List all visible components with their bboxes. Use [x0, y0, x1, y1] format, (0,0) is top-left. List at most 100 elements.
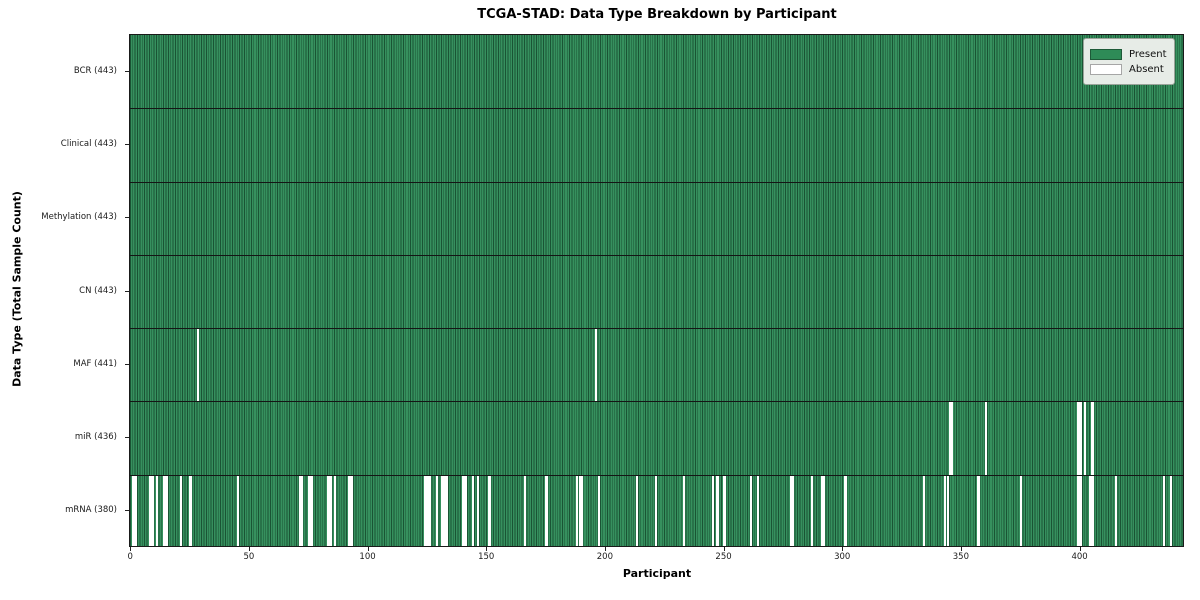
x-tick-label-400: 400 — [1071, 552, 1088, 562]
heatmap-row-CN — [130, 255, 1183, 328]
absent-stripe — [488, 474, 491, 546]
absent-stripe — [948, 401, 952, 475]
x-tick-label-300: 300 — [834, 552, 851, 562]
absent-stripe — [1077, 474, 1080, 546]
absent-stripe — [441, 474, 444, 546]
y-tick-label-miR: miR (436) — [74, 432, 117, 443]
absent-stripe — [951, 401, 954, 475]
x-tick-label-50: 50 — [243, 552, 255, 562]
absent-stripe — [1088, 474, 1092, 546]
absent-stripe — [789, 474, 793, 546]
absent-stripe — [1020, 474, 1023, 546]
present-swatch — [1090, 48, 1122, 60]
row-separator — [130, 254, 1183, 256]
absent-swatch — [1090, 63, 1122, 75]
absent-stripe — [723, 474, 726, 546]
heatmap-row-BCR — [130, 35, 1183, 108]
x-tick-label-150: 150 — [478, 552, 495, 562]
absent-stripe — [844, 474, 847, 546]
x-tick — [367, 547, 369, 551]
y-tick-label-BCR: BCR (443) — [73, 65, 117, 76]
absent-stripe — [984, 401, 987, 475]
y-tick-label-CN: CN (443) — [79, 285, 117, 296]
absent-stripe — [179, 474, 183, 546]
y-tick-label-mRNA: mRNA (380) — [65, 505, 117, 516]
legend-entry-present: Present — [1090, 48, 1168, 60]
x-tick — [248, 547, 250, 551]
absent-stripe — [944, 474, 947, 546]
absent-stripe — [350, 474, 353, 546]
y-tick — [125, 437, 129, 439]
absent-stripe — [1077, 401, 1080, 475]
legend-label-present: Present — [1129, 48, 1167, 60]
absent-stripe — [464, 474, 467, 546]
absent-stripe — [196, 328, 199, 402]
absent-stripe — [298, 474, 301, 546]
absent-stripe — [749, 474, 752, 546]
absent-stripe — [300, 474, 304, 546]
x-tick — [1079, 547, 1081, 551]
absent-stripe — [1091, 474, 1094, 546]
absent-stripe — [716, 474, 719, 546]
absent-stripe — [149, 474, 152, 546]
plot-area — [129, 34, 1184, 547]
absent-stripe — [476, 474, 479, 546]
x-tick — [486, 547, 488, 551]
y-tick-label-MAF: MAF (441) — [73, 358, 117, 369]
absent-stripe — [436, 474, 439, 546]
y-tick-label-Clinical: Clinical (443) — [60, 138, 117, 149]
absent-stripe — [165, 474, 168, 546]
y-tick-label-Methylation: Methylation (443) — [41, 212, 117, 223]
row-separator — [130, 181, 1183, 183]
absent-stripe — [524, 474, 527, 546]
y-tick — [125, 510, 129, 512]
absent-stripe — [811, 474, 814, 546]
absent-stripe — [756, 474, 759, 546]
y-tick — [125, 363, 129, 365]
heatmap-row-Clinical — [130, 108, 1183, 181]
absent-stripe — [654, 474, 657, 546]
row-separator — [130, 474, 1183, 476]
heatmap-row-miR — [130, 401, 1183, 475]
absent-stripe — [581, 474, 584, 546]
absent-stripe — [792, 474, 795, 546]
absent-stripe — [329, 474, 332, 546]
x-tick-label-0: 0 — [127, 552, 133, 562]
heatmap-row-mRNA — [130, 474, 1183, 546]
y-tick — [125, 143, 129, 145]
legend-entry-absent: Absent — [1090, 63, 1168, 75]
absent-stripe — [1162, 474, 1165, 546]
absent-stripe — [946, 474, 949, 546]
absent-stripe — [1115, 474, 1118, 546]
x-tick-label-250: 250 — [715, 552, 732, 562]
y-tick — [125, 290, 129, 292]
absent-stripe — [445, 474, 448, 546]
x-axis-label: Participant — [622, 567, 692, 580]
x-tick-label-200: 200 — [596, 552, 613, 562]
absent-stripe — [820, 474, 823, 546]
absent-stripe — [597, 474, 600, 546]
heatmap-row-Methylation — [130, 182, 1183, 255]
absent-stripe — [977, 474, 980, 546]
absent-stripe — [327, 474, 330, 546]
row-separator — [130, 401, 1183, 403]
absent-stripe — [134, 474, 138, 546]
x-tick-label-100: 100 — [359, 552, 376, 562]
absent-stripe — [578, 474, 581, 546]
absent-stripe — [424, 474, 427, 546]
absent-stripe — [189, 474, 192, 546]
x-tick — [723, 547, 725, 551]
absent-stripe — [922, 474, 925, 546]
row-separator — [130, 328, 1183, 330]
absent-stripe — [334, 474, 337, 546]
x-tick — [130, 547, 132, 551]
absent-stripe — [823, 474, 826, 546]
absent-stripe — [683, 474, 686, 546]
absent-stripe — [711, 474, 714, 546]
absent-stripe — [1084, 401, 1087, 475]
present-bars-texture — [130, 35, 1183, 546]
absent-stripe — [462, 474, 465, 546]
absent-stripe — [151, 474, 154, 546]
absent-stripe — [156, 474, 159, 546]
